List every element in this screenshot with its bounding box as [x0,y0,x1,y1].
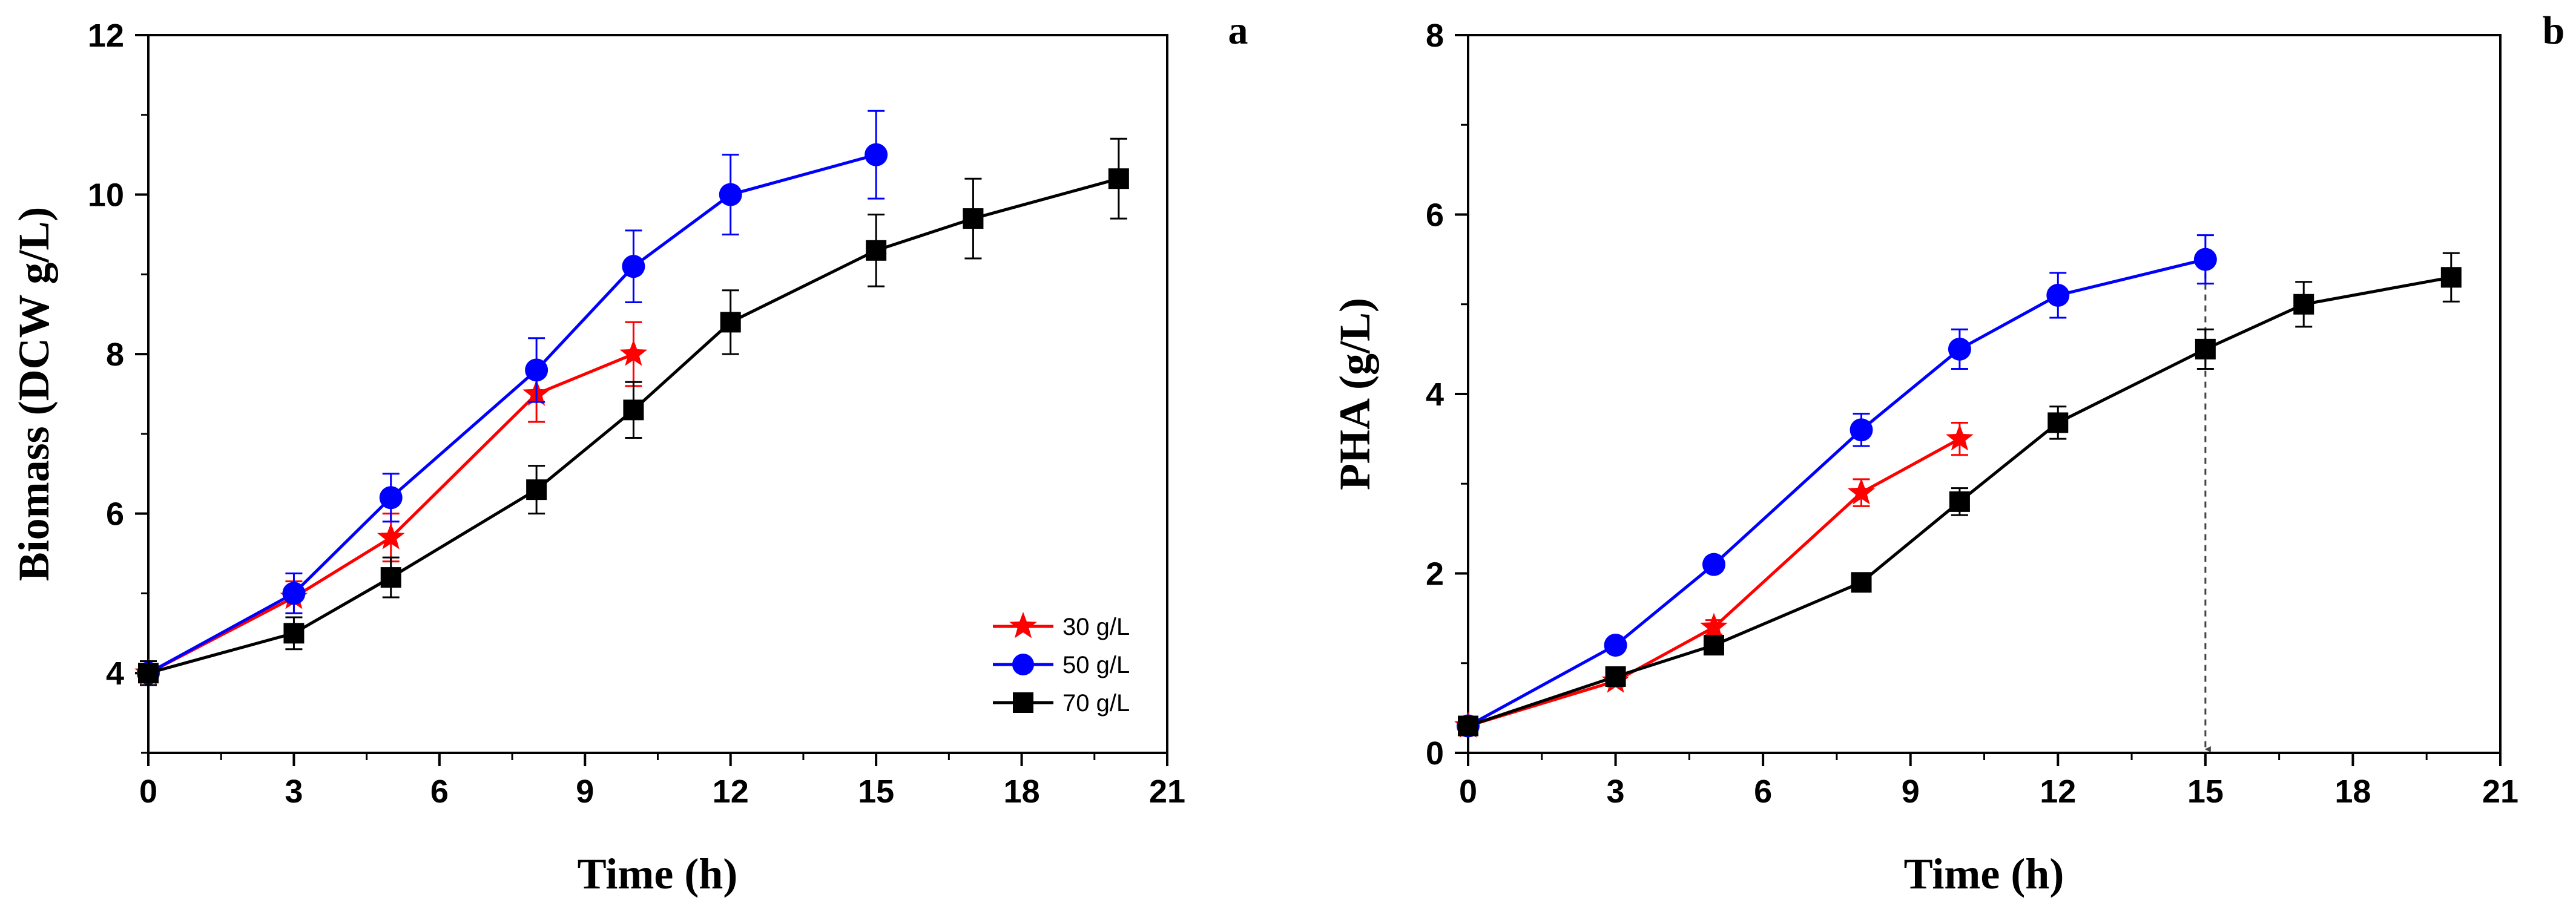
legend-circle-icon [1012,654,1034,675]
legend-label-50: 50 g/L [1062,652,1130,678]
data-point-70 [2293,294,2314,315]
data-point-70 [138,663,159,684]
data-point-30 [1946,424,1974,451]
data-point-50 [525,358,548,382]
x-tick-label: 0 [1459,773,1477,810]
x-tick-label: 18 [1004,773,1040,810]
series-line-30 [1468,437,1961,727]
data-point-70 [623,399,644,421]
data-point-70 [2047,412,2069,433]
data-point-70 [1851,572,1872,593]
data-point-50 [379,486,403,510]
x-tick-label: 6 [1754,773,1772,810]
data-point-70 [2440,267,2462,288]
legend-item-50: 50 g/L [993,652,1130,678]
data-point-30 [1700,612,1728,639]
x-ticks-a: 0 3 6 9 12 15 18 21 [139,753,1185,810]
legend-star-icon [1009,612,1037,638]
data-point-70 [720,312,741,333]
x-tick-label: 3 [285,773,303,810]
x-tick-label: 18 [2334,773,2371,810]
x-tick-label: 3 [1607,773,1625,810]
y-tick-label: 6 [106,496,124,533]
y-tick-label: 4 [1426,376,1444,413]
x-axis-title-b: Time (h) [1904,850,2064,898]
data-point-70 [1605,666,1626,687]
legend-label-70: 70 g/L [1062,690,1130,717]
series-layer-b [1454,234,2462,738]
x-axis-title-a: Time (h) [578,850,738,898]
legend-label-30: 30 g/L [1062,614,1130,640]
legend-item-70: 70 g/L [993,690,1130,717]
series-line-50 [147,153,877,675]
y-ticks-b: 0 2 4 6 8 [1426,18,1468,772]
data-point-70 [283,623,305,644]
x-tick-label: 6 [430,773,449,810]
data-point-50 [282,582,306,605]
panel-a: 0 3 6 9 12 15 18 21 4 6 8 10 12 Time (h) Biomass (D… [10,8,1248,898]
data-point-70 [1703,635,1724,656]
data-point-30 [1847,478,1876,505]
data-point-70 [963,208,984,229]
x-tick-label: 12 [713,773,749,810]
data-point-70 [526,479,547,500]
y-axis-title-a: Biomass (DCW g/L) [10,207,58,582]
data-point-70 [2195,338,2216,359]
y-tick-label: 6 [1426,197,1444,234]
data-point-30 [619,340,648,366]
y-tick-label: 4 [106,655,124,692]
data-point-50 [2046,283,2070,307]
y-ticks-a: 4 6 8 10 12 [88,18,148,754]
data-point-70 [1458,715,1478,737]
x-tick-label: 9 [1902,773,1920,810]
data-point-50 [622,255,645,278]
panel-label-a: a [1228,8,1248,53]
data-point-50 [1948,337,1971,361]
data-point-70 [1949,491,1970,512]
panel-label-b: b [2543,8,2565,53]
x-tick-label: 15 [2187,773,2224,810]
data-point-50 [719,183,742,206]
x-tick-label: 21 [2482,773,2518,810]
x-tick-label: 15 [858,773,894,810]
x-tick-label: 9 [576,773,594,810]
data-point-30 [377,523,405,550]
data-point-50 [1702,553,1725,576]
y-tick-label: 10 [88,177,124,214]
data-point-50 [1604,634,1627,657]
legend-item-30: 30 g/L [993,612,1130,640]
data-point-50 [865,143,888,166]
y-tick-label: 8 [1426,18,1444,54]
plot-frame-a [147,34,1168,754]
panel-b: 0 3 6 9 12 15 18 21 0 2 4 6 8 Time (h) PHA (g/L) b [1331,8,2564,898]
data-point-70 [1108,168,1129,189]
y-tick-label: 8 [106,336,124,373]
y-tick-label: 12 [88,18,124,54]
data-point-70 [866,240,887,261]
series-line-50 [1467,258,2206,727]
data-point-50 [2193,248,2217,271]
x-tick-label: 21 [1149,773,1185,810]
data-point-50 [1850,418,1873,442]
y-tick-label: 0 [1426,735,1444,772]
x-tick-label: 0 [139,773,157,810]
data-point-70 [380,567,401,588]
legend: 30 g/L 50 g/L 70 g/L [993,612,1130,717]
legend-square-icon [1013,692,1033,713]
series-layer-a [134,110,1129,686]
y-axis-title-b: PHA (g/L) [1331,298,1379,490]
x-tick-label: 12 [2040,773,2076,810]
x-ticks-b: 0 3 6 9 12 15 18 21 [1459,753,2518,810]
y-tick-label: 2 [1426,556,1444,592]
